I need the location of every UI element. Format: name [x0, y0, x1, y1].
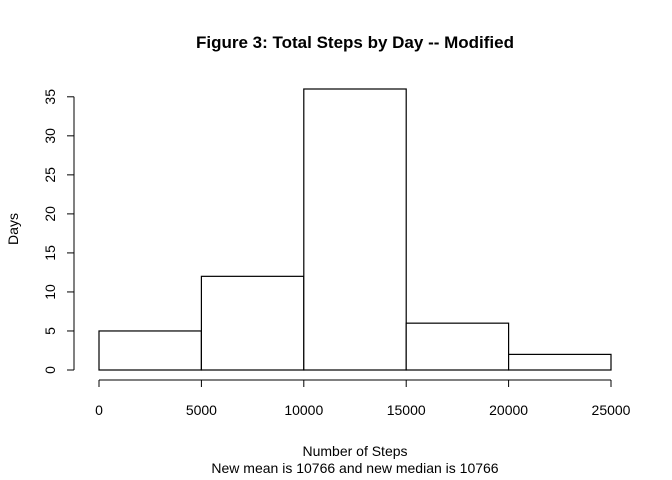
x-tick-label-1: 5000: [186, 402, 217, 418]
histogram-bar-0: [98, 330, 203, 371]
histogram-bar-4: [508, 353, 612, 371]
x-tick-label-5: 25000: [592, 402, 631, 418]
histogram-bar-3: [405, 322, 510, 371]
y-axis-label: Days: [5, 213, 21, 245]
x-tick-label-0: 0: [95, 402, 103, 418]
x-axis: 0 5000 10000 15000 20000 25000: [95, 379, 631, 418]
bars-group: [98, 88, 612, 371]
x-tick-label-4: 20000: [489, 402, 528, 418]
histogram-bar-2: [303, 88, 407, 371]
y-tick-label-7: 35: [42, 89, 58, 105]
histogram-bar-1: [200, 275, 305, 371]
x-tick-label-3: 15000: [387, 402, 426, 418]
y-tick-label-1: 5: [42, 327, 58, 335]
chart-subtitle: New mean is 10766 and new median is 1076…: [211, 460, 498, 476]
x-axis-label: Number of Steps: [302, 443, 407, 459]
chart-title: Figure 3: Total Steps by Day -- Modified: [196, 33, 514, 52]
y-tick-label-2: 10: [42, 284, 58, 300]
y-tick-label-0: 0: [42, 366, 58, 374]
y-tick-label-3: 15: [42, 245, 58, 261]
y-tick-label-4: 20: [42, 206, 58, 222]
y-axis: 0 5 10 15 20 25 30 35: [42, 89, 75, 374]
y-tick-label-5: 25: [42, 167, 58, 183]
y-tick-label-6: 30: [42, 128, 58, 144]
x-tick-label-2: 10000: [284, 402, 323, 418]
